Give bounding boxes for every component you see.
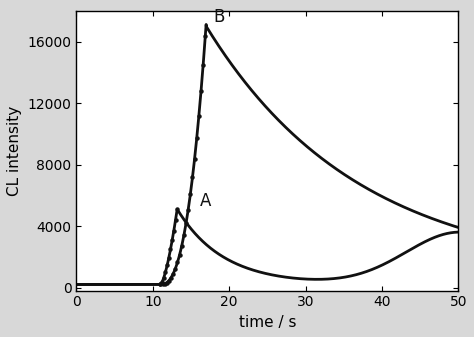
Text: A: A	[200, 192, 211, 210]
Y-axis label: CL intensity: CL intensity	[7, 106, 22, 196]
Text: B: B	[214, 8, 225, 26]
X-axis label: time / s: time / s	[238, 315, 296, 330]
